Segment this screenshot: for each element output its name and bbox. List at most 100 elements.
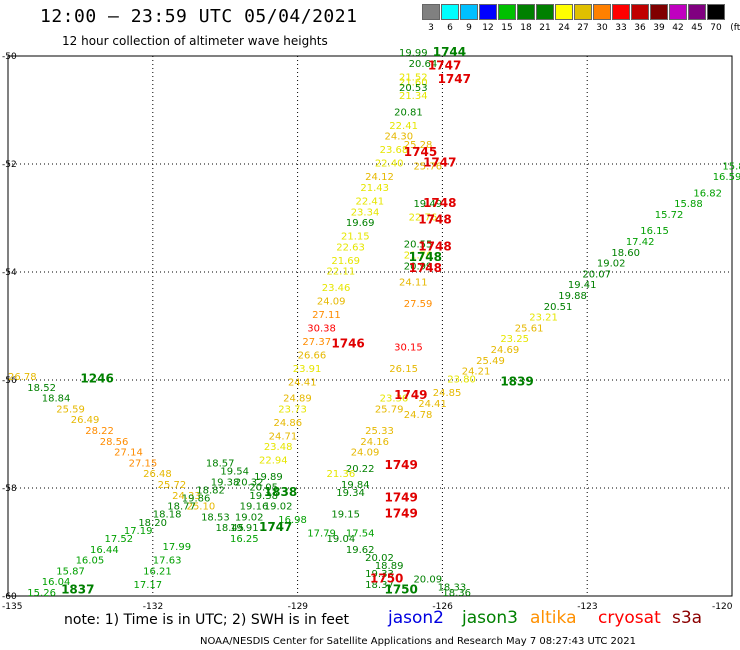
wave-height-value: 23.80 [447,375,476,386]
wave-height-value: 22.11 [327,267,356,278]
wave-height-value: 25.33 [365,426,394,437]
legend-tick-label: 12 [482,23,494,33]
wave-height-value: 23.36 [380,394,409,405]
wave-height-value: 15.26 [27,588,56,599]
wave-height-value: 19.33 [365,569,394,580]
lon-tick-label: -120 [712,602,733,612]
wave-height-value: 24.41 [418,399,447,410]
lon-tick-label: -126 [432,602,453,612]
legend-tick-label: 27 [577,23,589,33]
wave-height-value: 19.89 [254,472,283,483]
lat-tick-label: -58 [2,484,17,494]
wave-height-value: 20.09 [413,575,442,586]
wave-height-value: 24.41 [288,377,317,388]
wave-height-value: 19.86 [182,494,211,505]
wave-height-value: 23.48 [264,442,293,453]
wave-height-value: 16.04 [42,577,71,588]
legend-tick-label: 45 [691,23,703,33]
wave-height-value: 26.15 [389,364,418,375]
legend-swatch [498,4,516,20]
wave-height-value: 23.21 [529,313,558,324]
map-frame [7,55,733,597]
wave-height-value: 18.20 [138,518,167,529]
legend-tick-label: 33 [615,23,627,33]
wave-height-value: 26.49 [71,415,100,426]
wave-height-value: 16.25 [230,534,259,545]
credit-line: NOAA/NESDIS Center for Satellite Applica… [200,636,636,647]
wave-height-value: 19.02 [235,512,264,523]
pass-time-label: 1748 [418,239,451,253]
wave-height-value: 17.42 [626,237,655,248]
pass-time-label: 1745 [404,145,437,159]
wave-height-value: 24.69 [491,345,520,356]
legend-tick-label: 6 [447,23,453,33]
wave-height-value: 22.41 [356,197,385,208]
wave-height-value: 16.82 [693,188,722,199]
wave-height-value: 19.62 [346,545,375,556]
track-time-label: 1839 [500,374,533,388]
wave-height-value: 23.25 [500,334,529,345]
wave-height-value: 21.15 [341,232,370,243]
legend-s3a: s3a [672,608,703,628]
wave-height-value: 26.66 [298,350,327,361]
wave-height-value: 25.28 [404,140,433,151]
wave-height-value: 19.41 [568,280,597,291]
wave-height-value: 25.10 [187,502,216,513]
page-title: 12:00 — 23:59 UTC 05/04/2021 [40,6,358,27]
legend-tick-label: 9 [466,23,472,33]
wave-height-value: 19.38 [249,491,278,502]
wave-height-value: 25.49 [476,356,505,367]
wave-height-value: 18.60 [611,248,640,259]
lon-tick-label: -123 [577,602,597,612]
legend-swatch [650,4,668,20]
lon-tick-label: -135 [2,602,22,612]
wave-height-value: 21.60 [399,78,428,89]
wave-height-value: 17.79 [307,529,336,540]
wave-height-value: 21.52 [399,72,428,83]
pass-time-label: 1749 [384,491,417,505]
wave-height-value: 26.78 [8,372,37,383]
wave-height-value: 24.16 [360,437,389,448]
pass-time-label: 1748 [423,196,456,210]
wave-height-value: 24.71 [269,431,298,442]
wave-height-value: 20.32 [235,477,264,488]
legend-tick-label: 36 [634,23,646,33]
wave-height-value: 19.38 [211,477,240,488]
wave-height-value: 24.12 [365,172,394,183]
legend-swatch [631,4,649,20]
legend-swatch [669,4,687,20]
wave-height-value: 16.59 [713,172,740,183]
wave-height-value: 16.44 [90,545,119,556]
wave-height-value: 24.09 [351,448,380,459]
wave-height-value: 20.05 [249,483,278,494]
wave-height-value: 23.68 [380,145,409,156]
wave-height-value: 18.36 [442,588,471,599]
pass-time-label: 1748 [409,261,442,275]
wave-height-value: 23.46 [322,283,351,294]
lat-tick-label: -54 [2,268,17,278]
wave-height-value: 17.17 [133,580,162,591]
wave-height-value: 15.72 [655,210,684,221]
wave-height-value: 19.02 [597,259,626,270]
legend-swatch [460,4,478,20]
wave-height-value: 18.77 [167,502,196,513]
pass-time-label: 1747 [438,72,471,86]
wave-height-value: 24.89 [283,394,312,405]
pass-time-label: 1746 [331,337,364,351]
track-time-label: 1837 [61,582,94,596]
legend-unit: (ft) [730,23,740,33]
legend-tick-label: 3 [428,23,434,33]
wave-height-value: 24.86 [273,418,302,429]
wave-height-value: 27.37 [302,337,331,348]
wave-height-value: 23.91 [293,364,322,375]
wave-height-value: 17.54 [346,529,375,540]
lon-tick-label: -132 [143,602,163,612]
legend-swatch [441,4,459,20]
wave-height-value: 21.69 [331,256,360,267]
wave-height-value: 21.76 [404,251,433,262]
wave-height-value: 19.02 [264,502,293,513]
wave-height-value: 27.59 [404,299,433,310]
pass-time-label: 1747 [423,156,456,170]
wave-height-value: 19.49 [413,199,442,210]
